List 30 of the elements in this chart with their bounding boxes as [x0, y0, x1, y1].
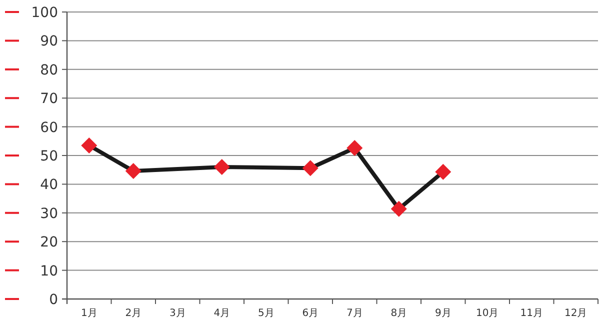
y-tick-label: 30	[40, 206, 58, 222]
x-tick-label: 8月	[390, 308, 408, 319]
point	[214, 158, 230, 175]
y-tick-label: 50	[40, 148, 58, 164]
x-tick-label: 10月	[476, 308, 499, 319]
point	[302, 160, 318, 176]
y-tick-label: 10	[40, 263, 58, 280]
x-tick-label: 12月	[564, 308, 588, 319]
point	[390, 200, 407, 217]
x-tick-label: 9月	[434, 308, 452, 319]
x-tick-label: 2月	[125, 308, 142, 319]
y-tick-label: 70	[40, 91, 58, 108]
x-tick-label: 3月	[169, 308, 186, 319]
x-tick-label: 11月	[520, 308, 543, 319]
point	[435, 164, 452, 180]
y-tick-label: 40	[40, 177, 58, 194]
y-tick-label: 0	[49, 292, 58, 308]
x-tick-label: 1月	[80, 308, 98, 319]
y-tick-label: 20	[40, 234, 58, 251]
x-tick-label: 5月	[258, 308, 274, 319]
y-tick-label: 100	[31, 5, 58, 21]
y-tick-label: 80	[40, 62, 58, 78]
point	[125, 163, 142, 179]
x-tick-label: 7月	[346, 308, 363, 319]
y-tick-label: 90	[40, 34, 58, 50]
x-tick-label: 4月	[214, 308, 230, 319]
x-tick-label: 6月	[302, 308, 319, 319]
point	[346, 140, 363, 156]
point	[81, 137, 98, 154]
y-tick-label: 60	[40, 120, 58, 136]
